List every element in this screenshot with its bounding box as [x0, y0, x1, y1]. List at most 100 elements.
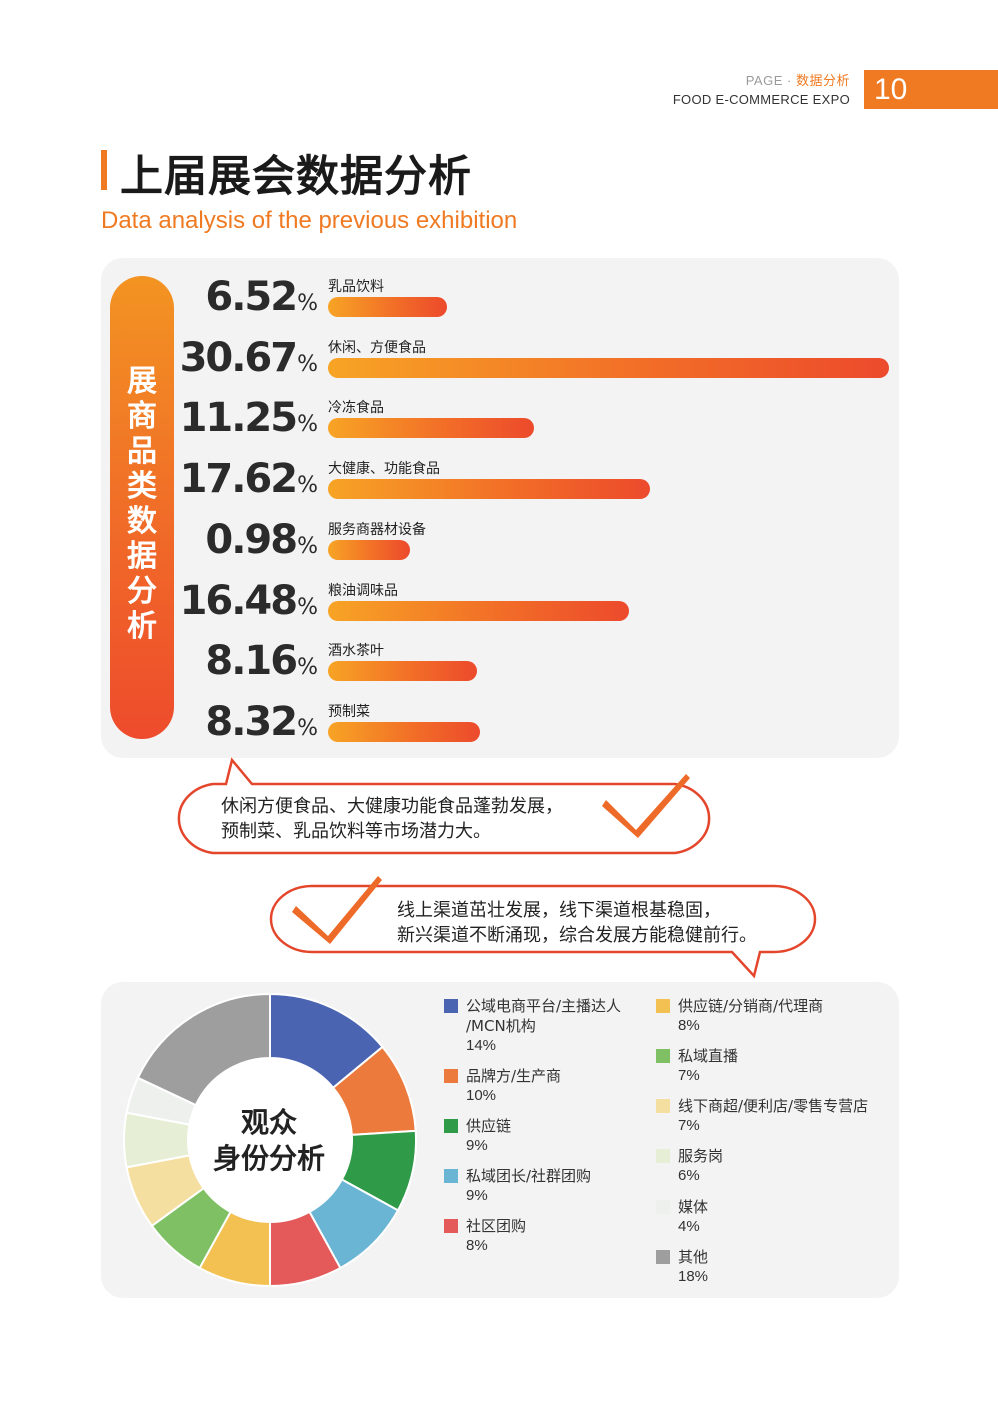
bar-chart-title-char: 分	[127, 574, 157, 609]
legend-label: 其他	[678, 1248, 709, 1266]
bar-value-number: 6.52	[205, 274, 298, 320]
check-icon	[292, 876, 382, 944]
bar-category-label: 乳品饮料	[328, 279, 384, 295]
legend-item: 供应链 9%	[444, 1116, 511, 1156]
legend-label: 媒体	[678, 1198, 709, 1216]
bar-chart-title-char: 数	[127, 504, 157, 539]
legend-item: 服务岗 6%	[656, 1146, 723, 1186]
legend-swatch	[656, 999, 670, 1013]
legend-item: 公域电商平台/主播达人/MCN机构 14%	[444, 996, 621, 1056]
bar-chart-title-char: 商	[127, 399, 157, 434]
bar-value-percent-sign: %	[297, 291, 318, 316]
bar-value-number: 30.67	[179, 334, 299, 381]
expo-name: FOOD E-COMMERCE EXPO	[672, 92, 850, 107]
bar-value-label: 8.16%	[178, 638, 318, 684]
bar-chart-title-pill: 展商品类数据分析	[110, 276, 174, 739]
bar-value-label: 0.98%	[178, 517, 318, 563]
legend-label: 品牌方/生产商	[466, 1067, 562, 1085]
page-title: 上届展会数据分析	[120, 152, 472, 202]
bar-value-percent-sign: %	[297, 351, 318, 377]
legend-item: 其他 18%	[656, 1247, 708, 1287]
legend-swatch	[656, 1149, 670, 1163]
page-label: PAGE	[745, 73, 783, 88]
bar-value-label: 17.62%	[178, 456, 318, 502]
bar-value-number: 0.98	[205, 516, 298, 563]
exhibitor-category-panel	[101, 258, 899, 758]
bar-category-label: 预制菜	[328, 703, 370, 720]
legend-label-cont: /MCN机构	[466, 1017, 536, 1035]
bar-value-label: 30.67%	[178, 335, 318, 381]
legend-label: 供应链	[466, 1117, 512, 1135]
legend-label: 私域直播	[678, 1047, 739, 1065]
bar-mark	[328, 357, 889, 378]
legend-item: 品牌方/生产商 10%	[444, 1066, 561, 1106]
bar-chart-title: 展商品类数据分析	[110, 364, 174, 644]
legend-value: 9%	[466, 1187, 488, 1204]
donut-hole	[188, 1058, 352, 1222]
legend-item: 媒体 4%	[656, 1197, 708, 1237]
bar-mark	[328, 539, 410, 560]
bar-value-percent-sign: %	[297, 715, 318, 741]
bar-chart-title-char: 展	[127, 364, 157, 399]
bar-mark	[328, 297, 448, 317]
legend-item: 线下商超/便利店/零售专营店 7%	[656, 1096, 868, 1136]
legend-value: 10%	[466, 1087, 497, 1104]
bar-category-label: 休闲、方便食品	[328, 339, 426, 356]
legend-label: 社区团购	[466, 1217, 527, 1235]
bar-category-label: 服务商器材设备	[328, 521, 426, 538]
bar-mark	[328, 721, 481, 742]
bar-value-number: 11.25	[179, 395, 299, 442]
legend-value: 7%	[678, 1067, 700, 1084]
page-number: 10	[874, 73, 908, 106]
legend-value: 6%	[678, 1167, 700, 1184]
bar-value-label: 11.25%	[178, 395, 318, 441]
legend-value: 4%	[678, 1218, 700, 1235]
legend-swatch	[444, 1069, 458, 1083]
bar-value-percent-sign: %	[297, 473, 318, 499]
page-header: PAGE · 数据分析 FOOD E-COMMERCE EXPO	[673, 71, 850, 109]
legend-value: 7%	[678, 1117, 700, 1134]
legend-value: 9%	[466, 1137, 488, 1154]
check-icon	[602, 774, 690, 838]
bar-chart-title-char: 析	[127, 609, 157, 644]
legend-label: 私域团长/社群团购	[466, 1167, 592, 1185]
bar-category-label: 大健康、功能食品	[328, 461, 440, 478]
bar-chart-title-char: 品	[127, 434, 157, 469]
legend-item: 社区团购 8%	[444, 1216, 526, 1256]
donut-center-label: 观众 身份分析	[212, 1106, 325, 1175]
legend-value: 14%	[466, 1037, 497, 1054]
legend-swatch	[444, 1219, 458, 1233]
bar-value-label: 16.48%	[178, 578, 318, 624]
bar-value-percent-sign: %	[297, 412, 318, 438]
callout-text-1: 休闲方便食品、大健康功能食品蓬勃发展， 预制菜、乳品饮料等市场潜力大。	[221, 796, 563, 842]
legend-swatch	[656, 1200, 670, 1214]
legend-value: 8%	[466, 1237, 488, 1254]
page-number-box: 10	[864, 70, 998, 109]
bar-value-percent-sign: %	[297, 533, 318, 559]
legend-label: 服务岗	[678, 1147, 724, 1165]
legend-swatch	[444, 999, 458, 1013]
callout-bubble-1	[177, 757, 711, 855]
bar-value-number: 8.32	[205, 698, 298, 745]
bar-mark	[328, 600, 630, 621]
bar-mark	[328, 661, 478, 682]
legend-value: 18%	[678, 1268, 709, 1285]
audience-donut-chart	[123, 992, 417, 1288]
bar-category-label: 冷冻食品	[328, 400, 384, 417]
donut-slice	[136, 992, 271, 1107]
header-dot: ·	[787, 73, 792, 88]
legend-swatch	[656, 1049, 670, 1063]
section-name: 数据分析	[795, 73, 850, 88]
legend-swatch	[444, 1119, 458, 1133]
legend-item: 供应链/分销商/代理商 8%	[656, 996, 823, 1036]
bar-value-percent-sign: %	[297, 594, 318, 620]
legend-item: 私域直播 7%	[656, 1046, 738, 1086]
legend-item: 私域团长/社群团购 9%	[444, 1166, 591, 1206]
bar-category-label: 粮油调味品	[328, 582, 398, 599]
callout-bubble-2	[269, 884, 817, 979]
bar-chart-title-char: 据	[127, 539, 157, 574]
bar-mark	[328, 418, 534, 439]
bar-value-number: 16.48	[179, 577, 299, 624]
bar-value-number: 17.62	[179, 456, 299, 503]
